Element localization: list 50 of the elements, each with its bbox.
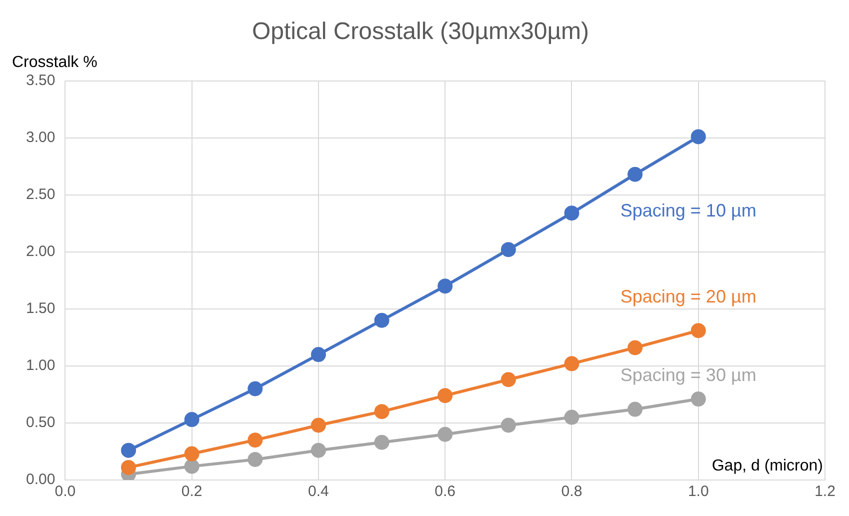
point [121,442,136,458]
point [690,129,706,144]
y-tick-label: 1.50 [26,300,56,318]
point [690,323,706,338]
point [374,434,390,450]
point [564,206,580,221]
y-tick-label: 0.50 [26,414,56,432]
x-axis-title: Gap, d (micron) [712,457,823,474]
point [374,404,390,420]
point [310,418,326,433]
point [500,418,516,433]
point [184,412,200,428]
point [374,312,390,328]
point [121,460,136,475]
series-label: Spacing = 20 µm [620,286,756,307]
point [310,442,326,458]
y-tick-label: 2.00 [26,243,56,260]
point [438,388,453,404]
x-tick-label: 0.2 [181,483,202,500]
point [248,381,263,396]
point [500,372,516,388]
y-axis-title: Crosstalk % [12,54,98,72]
chart-title: Optical Crosstalk (30µmx30µm) [252,18,590,46]
point [438,426,453,442]
point [438,278,453,294]
point [564,356,580,372]
x-tick-label: 1.2 [814,483,836,500]
y-tick-label: 1.00 [26,357,56,374]
point [248,432,263,448]
point [628,402,643,417]
series-label: Spacing = 10 µm [620,200,756,221]
x-tick-label: 0.4 [308,483,329,500]
x-tick-label: 0.8 [561,483,582,500]
y-tick-label: 0.00 [26,471,56,488]
point [564,410,580,425]
point [248,452,263,467]
y-tick-label: 2.50 [26,186,56,203]
point [690,392,706,407]
point [628,166,643,182]
point [184,446,200,462]
point [184,458,200,474]
point [628,340,643,356]
x-tick-label: 0.0 [54,483,76,500]
series-label: Spacing = 30 µm [620,364,756,385]
x-tick-label: 0.6 [434,483,456,500]
x-tick-label: 1.0 [688,483,709,500]
y-tick-label: 3.00 [26,128,56,146]
point [310,347,326,362]
point [500,242,516,258]
y-tick-label: 3.50 [26,72,56,89]
